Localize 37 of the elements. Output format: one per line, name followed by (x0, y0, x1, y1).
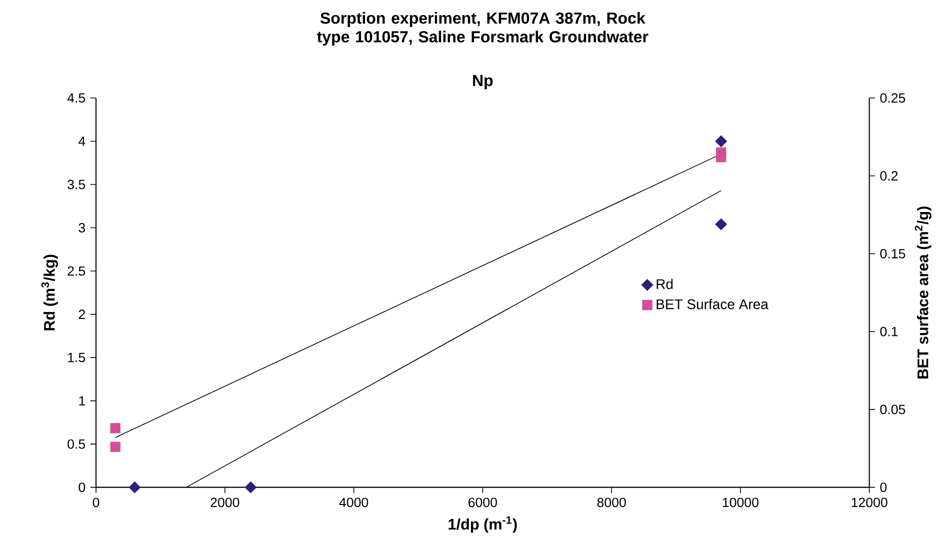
x-tick-label: 6000 (468, 498, 497, 508)
x-tick-label: 0 (92, 498, 100, 508)
x-tick-label: 4000 (339, 498, 368, 508)
y2-tick-label: 0.25 (880, 93, 906, 103)
point (128, 481, 141, 494)
point (110, 442, 120, 452)
y2-tick-label: 0 (880, 482, 887, 492)
y-axis-title: Rd (m$^{3}$/kg) (41, 254, 58, 330)
chart-subtitle: Np (473, 74, 493, 90)
y2-axis-title: BET surface area (m$^{2}$/g) (914, 206, 932, 378)
x-tick-label: 8000 (597, 498, 626, 508)
y2-tick-label: 0.1 (880, 326, 898, 336)
point (716, 152, 726, 162)
legend-label: Rd (656, 278, 673, 290)
point (244, 481, 257, 494)
y-tick-label: 3.5 (68, 180, 86, 190)
point (715, 135, 728, 148)
y2-tick-label: 0.2 (880, 171, 898, 181)
point (715, 218, 728, 230)
point (110, 423, 120, 434)
y2-tick-label: 0.15 (880, 249, 906, 258)
y2-tick-label: 0.05 (880, 404, 906, 414)
y-tick-label: 0.5 (68, 439, 86, 449)
y-tick-label: 1.5 (68, 352, 86, 362)
legend-label: BET Surface Area (656, 298, 768, 310)
y-tick-label: 2 (78, 310, 85, 319)
chart-title: Sorption experiment, KFM07A 387m, Rock type 101057, Saline Forsmark Groundwater (317, 12, 648, 46)
x-tick-label: 12000 (852, 498, 888, 508)
y-tick-label: 4.5 (67, 93, 86, 103)
y-tick-label: 2.5 (68, 266, 86, 276)
x-axis-title: 1/dp (m$^{-1}$) (448, 516, 517, 533)
y-tick-label: 0 (78, 482, 86, 492)
y-tick-label: 1 (79, 396, 85, 406)
x-tick-label: 2000 (210, 498, 240, 508)
y-tick-label: 4 (78, 136, 86, 146)
x-tick-label: 10000 (722, 498, 758, 508)
y-tick-label: 3 (78, 223, 86, 232)
